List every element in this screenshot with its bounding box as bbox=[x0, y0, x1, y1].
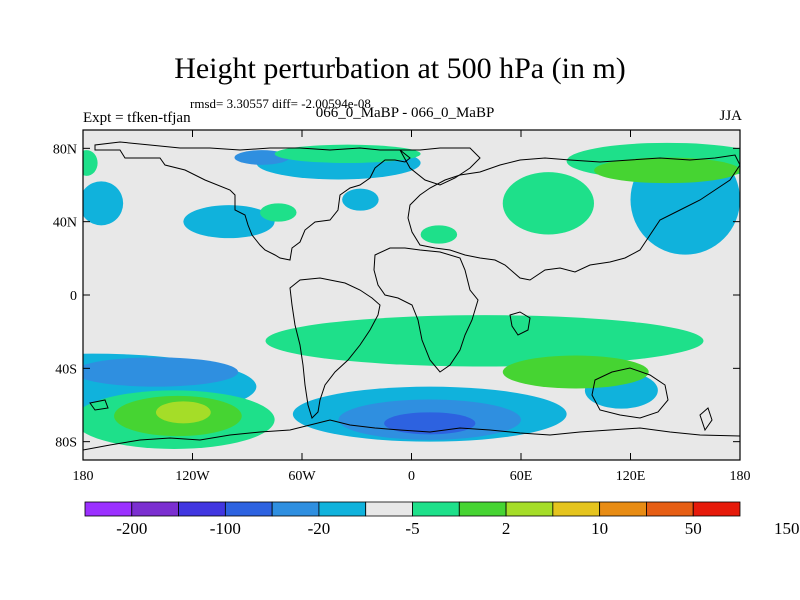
experiment-label: Expt = tfken-tfjan bbox=[83, 110, 191, 126]
colorbar-box-10 bbox=[552, 501, 601, 517]
y-tick-label-4: 80S bbox=[55, 436, 77, 451]
contour-region-4 bbox=[384, 412, 476, 435]
x-tick-label-0: 180 bbox=[73, 469, 94, 484]
coastline-southeast-asia bbox=[509, 311, 531, 336]
coastline-australia bbox=[591, 367, 669, 419]
contour-region-19 bbox=[502, 172, 594, 235]
contour-region-18 bbox=[594, 157, 740, 184]
colorbar-label-0: -200 bbox=[116, 519, 147, 538]
case-label: 066_0_MaBP - 066_0_MaBP bbox=[315, 105, 495, 121]
season-label: JJA bbox=[719, 108, 742, 124]
contour-region-1 bbox=[83, 357, 239, 387]
colorbar-box-0 bbox=[84, 501, 133, 517]
y-tick-label-2: 0 bbox=[70, 289, 77, 304]
colorbar-box-6 bbox=[365, 501, 413, 517]
coastline-eurasia bbox=[407, 154, 740, 281]
colorbar-label-2: -20 bbox=[308, 519, 331, 538]
coastline-south-america bbox=[289, 277, 381, 419]
contour-layer bbox=[83, 142, 740, 449]
stats-label: rmsd= 3.30557 diff= -2.00594e-08 bbox=[190, 96, 371, 111]
colorbar-box-2 bbox=[178, 501, 226, 517]
colorbar-box-8 bbox=[458, 501, 507, 517]
colorbar-box-1 bbox=[131, 501, 179, 517]
coastline-north-america bbox=[94, 141, 411, 261]
x-tick-label-4: 60E bbox=[510, 469, 533, 484]
colorbar-box-7 bbox=[412, 501, 460, 517]
figure-title: Height perturbation at 500 hPa (in m) bbox=[174, 52, 626, 85]
x-tick-label-3: 0 bbox=[408, 469, 415, 484]
coastline-greenland bbox=[399, 147, 481, 186]
contour-region-21 bbox=[260, 203, 297, 222]
contour-region-16 bbox=[502, 355, 649, 389]
colorbar-label-7: 150 bbox=[774, 519, 800, 538]
coastline-layer bbox=[83, 141, 740, 451]
coastline-new-zealand bbox=[699, 407, 713, 432]
colorbar-box-5 bbox=[318, 501, 367, 517]
contour-region-20 bbox=[274, 144, 421, 163]
contour-region-23 bbox=[83, 150, 98, 176]
colorbar-box-3 bbox=[224, 501, 273, 517]
colorbar-box-11 bbox=[599, 501, 647, 517]
colorbar-label-3: -5 bbox=[405, 519, 419, 538]
colorbar-label-4: 2 bbox=[502, 519, 511, 538]
coastline-antarctica bbox=[83, 419, 740, 451]
contour-region-22 bbox=[420, 225, 458, 244]
coastline-africa bbox=[373, 247, 479, 373]
contour-region-11 bbox=[83, 181, 124, 226]
x-tick-label-2: 60W bbox=[288, 469, 316, 484]
colorbar-label-5: 10 bbox=[591, 519, 608, 538]
contour-region-12 bbox=[265, 315, 704, 367]
y-tick-label-1: 40N bbox=[53, 216, 77, 231]
colorbar-box-4 bbox=[271, 501, 320, 517]
contour-region-15 bbox=[156, 401, 211, 424]
colorbar-box-9 bbox=[505, 501, 554, 517]
x-tick-label-1: 120W bbox=[175, 469, 210, 484]
x-tick-label-5: 120E bbox=[616, 469, 646, 484]
colorbar-box-13 bbox=[692, 501, 741, 517]
axis-layer: 180 120W 60W 0 60E 120E 180 80N 40N 0 40S 80S bbox=[53, 130, 751, 484]
coastline-pacific-island bbox=[89, 399, 109, 411]
colorbar-label-1: -100 bbox=[210, 519, 241, 538]
y-tick-label-3: 40S bbox=[55, 362, 77, 377]
x-tick-label-6: 180 bbox=[730, 469, 751, 484]
colorbar-label-6: 50 bbox=[685, 519, 702, 538]
contour-region-8 bbox=[342, 188, 379, 211]
contour-region-9 bbox=[183, 205, 275, 239]
colorbar-box-12 bbox=[646, 501, 694, 517]
y-tick-label-0: 80N bbox=[53, 142, 77, 157]
colorbar: -200 -100 -20 -5 2 10 50 150 bbox=[84, 501, 800, 538]
